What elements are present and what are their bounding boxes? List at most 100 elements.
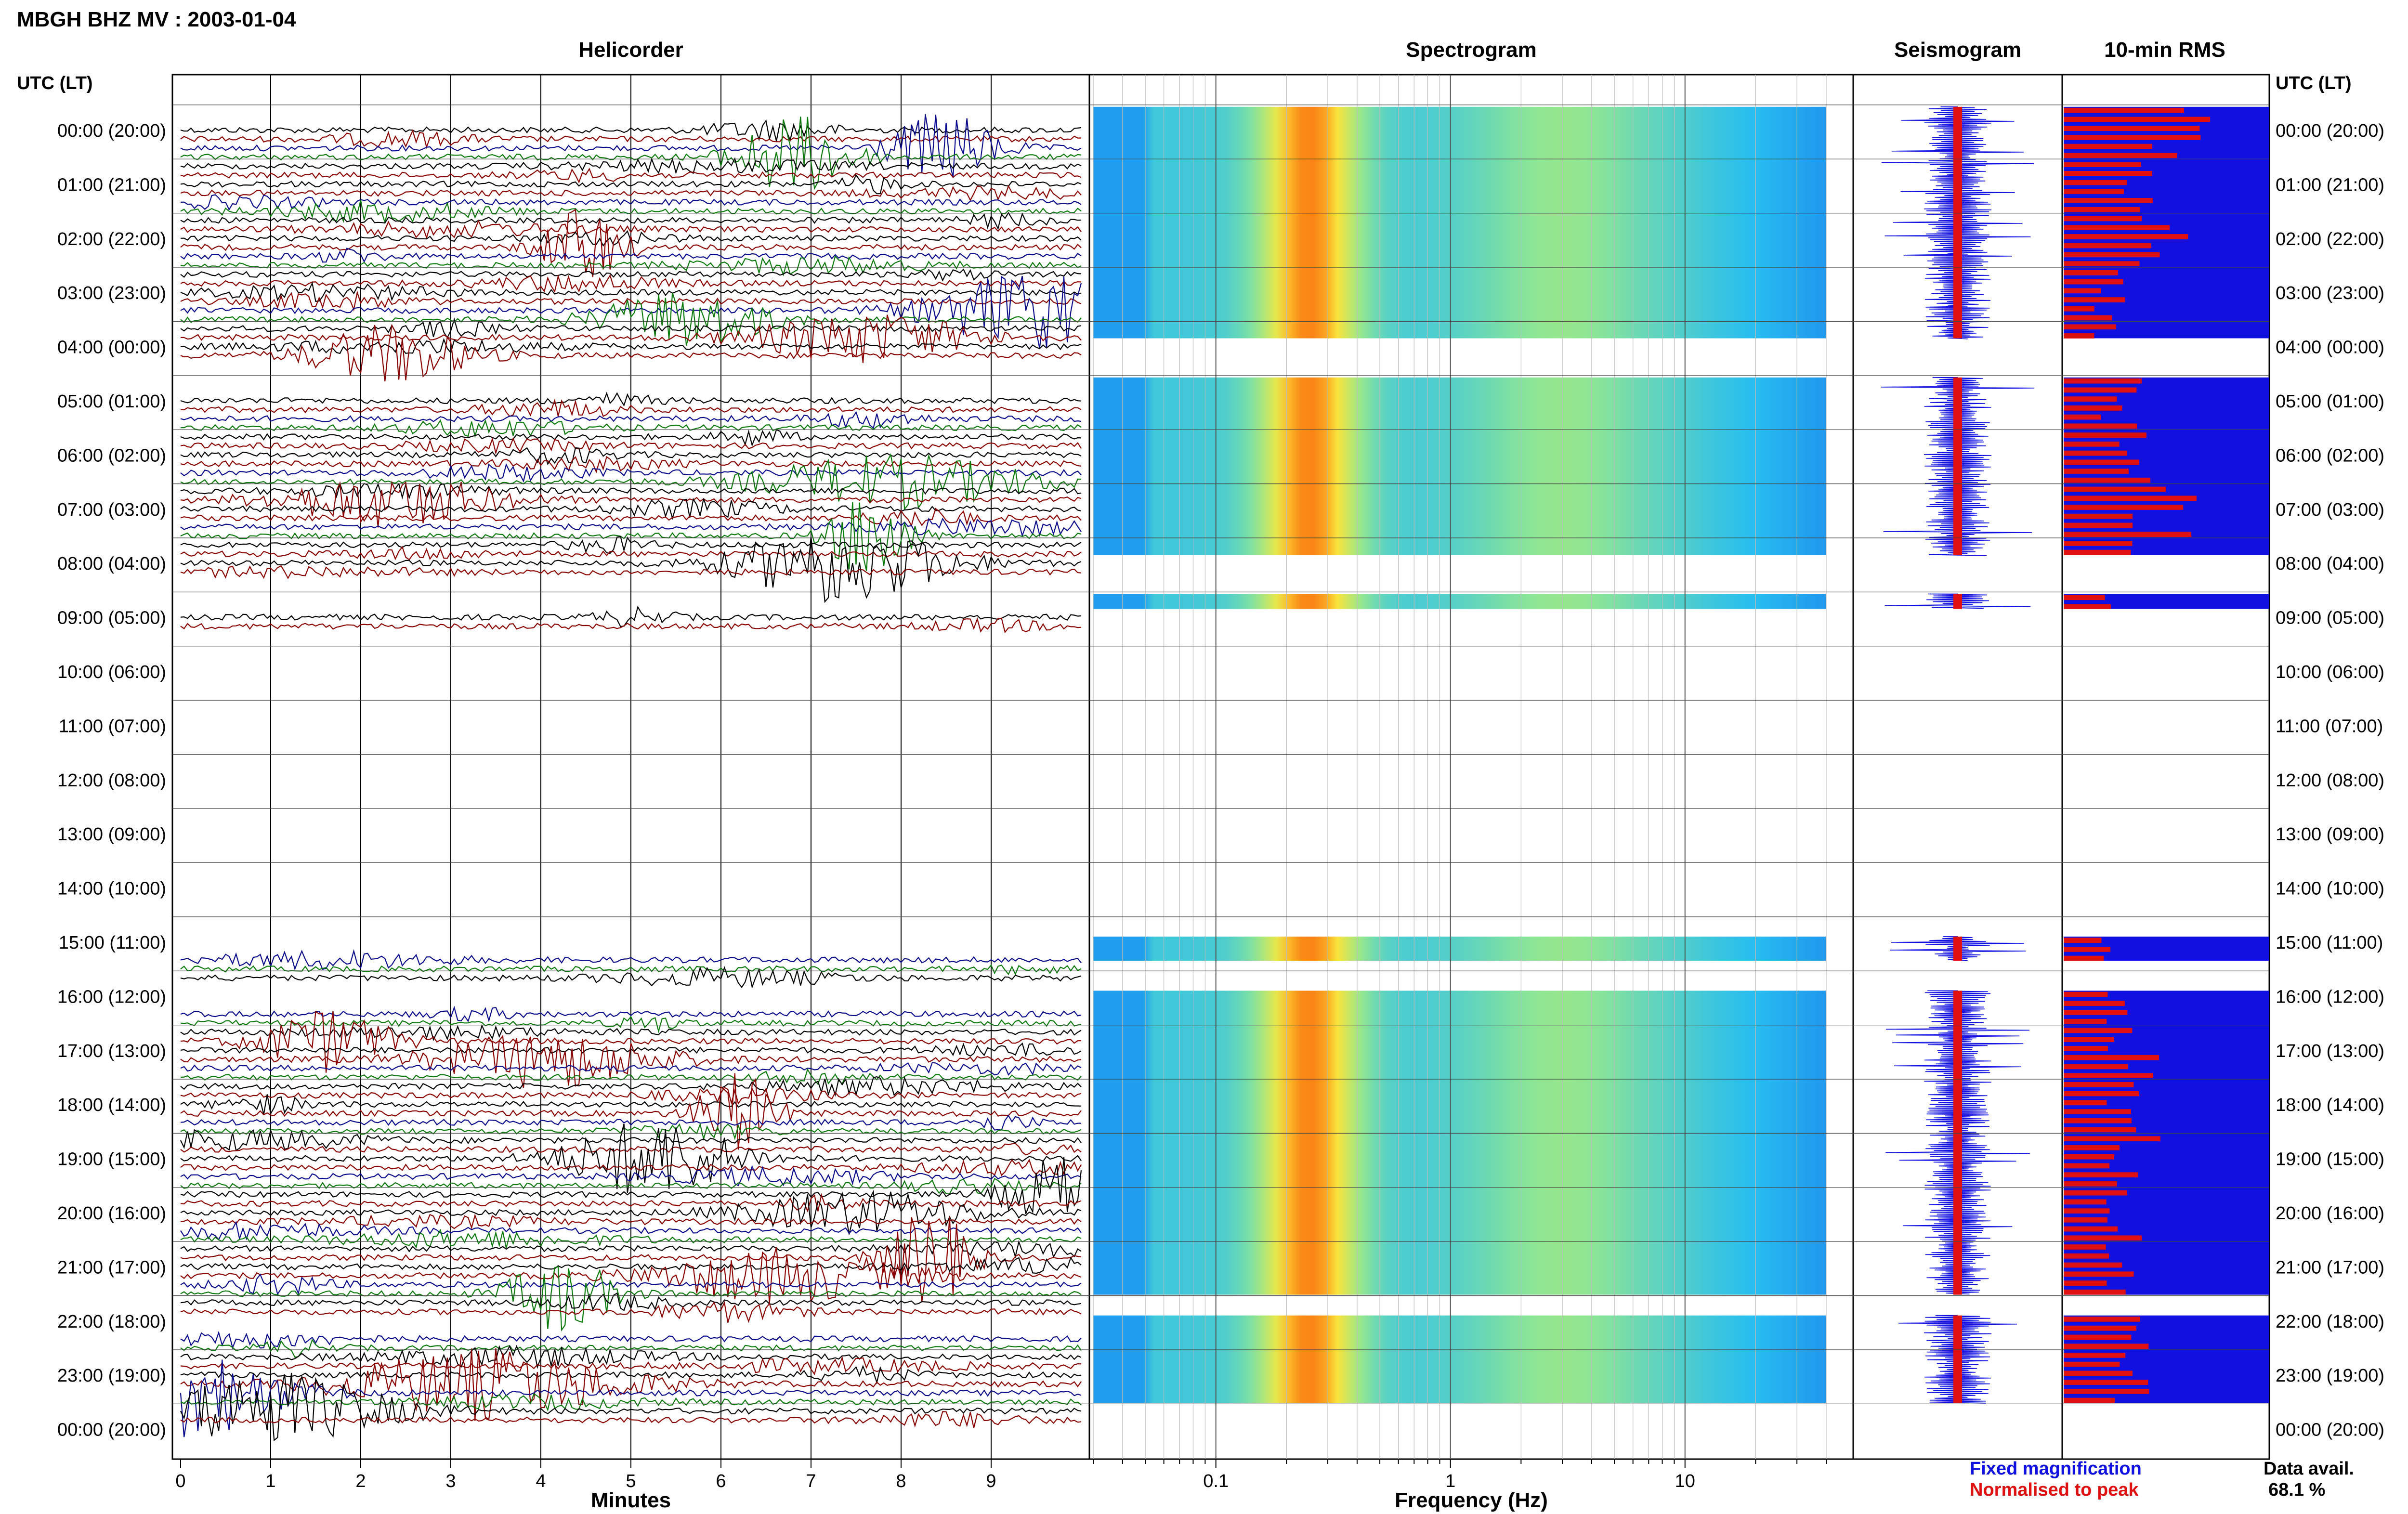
helicorder-trace [180, 338, 1082, 354]
hour-label-left: 04:00 (00:00) [57, 338, 166, 358]
helicorder-trace [181, 314, 1082, 363]
rms-fixed-block [2064, 106, 2269, 339]
helicorder-trace [180, 964, 1082, 976]
rms-bar [2064, 432, 2146, 438]
rms-bar [2064, 261, 2140, 266]
rms-bar [2064, 1271, 2134, 1277]
rms-bar [2064, 405, 2122, 411]
rms-bar [2064, 1190, 2127, 1196]
hour-label-left: 12:00 (08:00) [57, 770, 166, 791]
helicorder-trace [180, 1372, 1082, 1441]
helicorder-trace [180, 1159, 1082, 1176]
rms-bar [2064, 1172, 2138, 1178]
rms-bar [2064, 1001, 2125, 1006]
helicorder-trace [180, 1256, 1082, 1274]
hour-label-right: 04:00 (00:00) [2276, 338, 2384, 358]
helicorder-trace [180, 1344, 1082, 1370]
seismogram-trace-normalised [1953, 991, 1962, 1295]
rms-bar [2064, 450, 2127, 456]
helicorder-trace [180, 1114, 1081, 1131]
helicorder-trace [180, 419, 1082, 438]
rms-bar [2064, 1055, 2159, 1060]
helicorder-trace [180, 1086, 1082, 1105]
helicorder-trace [180, 230, 1082, 247]
rms-bar [2064, 378, 2142, 384]
helicorder-xlabel: Minutes [591, 1488, 671, 1512]
rms-bar [2064, 1136, 2160, 1142]
helicorder-trace [180, 447, 1082, 466]
rms-bar [2064, 1244, 2106, 1250]
rms-bar [2064, 396, 2117, 402]
rms-bar [2064, 1262, 2122, 1268]
hour-label-right: 01:00 (21:00) [2276, 175, 2384, 195]
spectrogram-band [1093, 594, 1826, 609]
hour-label-right: 02:00 (22:00) [2276, 229, 2384, 249]
hour-label-left: 16:00 (12:00) [57, 987, 166, 1007]
rms-bar [2064, 1235, 2142, 1241]
helicorder-tick-label: 6 [716, 1471, 726, 1491]
helicorder-trace [180, 463, 1082, 483]
helicorder-tick-label: 7 [806, 1471, 816, 1491]
helicorder-trace [180, 1157, 1082, 1214]
rms-bar [2064, 1199, 2107, 1205]
helicorder-header: Helicorder [578, 38, 683, 62]
rms-bar [2064, 135, 2201, 140]
rms-bar [2064, 297, 2125, 302]
seismogram-trace-normalised [1953, 377, 1962, 555]
rms-bar [2064, 1109, 2131, 1114]
helicorder-trace [180, 184, 1082, 202]
figure-title: MBGH BHZ MV : 2003-01-04 [17, 8, 296, 31]
helicorder-trace [180, 1339, 1082, 1358]
helicorder-trace [180, 209, 1082, 277]
rms-bar [2064, 1118, 2132, 1123]
hour-label-right: 00:00 (20:00) [2276, 1420, 2384, 1440]
helicorder-trace [180, 437, 1082, 455]
rms-bar [2064, 1334, 2132, 1340]
rms-bar [2064, 992, 2108, 997]
rms-bar [2064, 315, 2112, 321]
rms-bar [2064, 604, 2111, 609]
hour-label-left: 11:00 (07:00) [59, 716, 166, 736]
helicorder-trace [180, 411, 1082, 429]
hour-label-left: 07:00 (03:00) [57, 500, 166, 520]
hour-label-left: 13:00 (09:00) [57, 824, 166, 845]
helicorder-trace [180, 1216, 1082, 1302]
helicorder-trace [180, 219, 1082, 240]
rms-bar [2064, 1082, 2134, 1087]
helicorder-trace [180, 324, 1082, 382]
helicorder-trace [180, 456, 1082, 474]
helicorder-trace [180, 1273, 1082, 1296]
rms-fixed-block [2064, 377, 2269, 555]
legend-normalised-to-peak: Normalised to peak [1970, 1480, 2139, 1500]
hour-label-left: 00:00 (20:00) [57, 1420, 166, 1440]
rms-bar [2064, 1163, 2110, 1169]
hour-label-right: 22:00 (18:00) [2276, 1312, 2384, 1332]
helicorder-tick-label: 3 [445, 1471, 456, 1491]
rms-bar [2064, 1289, 2126, 1295]
seismogram-trace-fixed [1885, 593, 2031, 609]
rms-bar [2064, 1181, 2117, 1187]
seismogram-panel [1852, 74, 2063, 1460]
rms-bar [2064, 1028, 2133, 1033]
helicorder-trace [180, 482, 1082, 500]
helicorder-tick-label: 0 [175, 1471, 185, 1491]
spectrogram-band [1093, 377, 1826, 555]
rms-bar [2064, 333, 2094, 339]
helicorder-trace [180, 1143, 1082, 1156]
rms-bar [2064, 549, 2131, 555]
helicorder-trace [180, 966, 1082, 989]
rms-bar [2064, 162, 2141, 167]
helicorder-tick-label: 5 [626, 1471, 636, 1491]
rms-bar [2064, 459, 2139, 465]
rms-bar [2064, 189, 2124, 195]
helicorder-trace [180, 1177, 1082, 1195]
helicorder-trace [180, 1016, 1082, 1033]
spectrogram-band [1093, 106, 1826, 339]
helicorder-trace [180, 168, 1082, 183]
seismogram-trace-fixed [1881, 377, 2035, 556]
hour-label-right: 06:00 (02:00) [2276, 445, 2384, 466]
helicorder-trace [180, 1005, 1082, 1023]
rms-bar [2064, 1010, 2128, 1015]
